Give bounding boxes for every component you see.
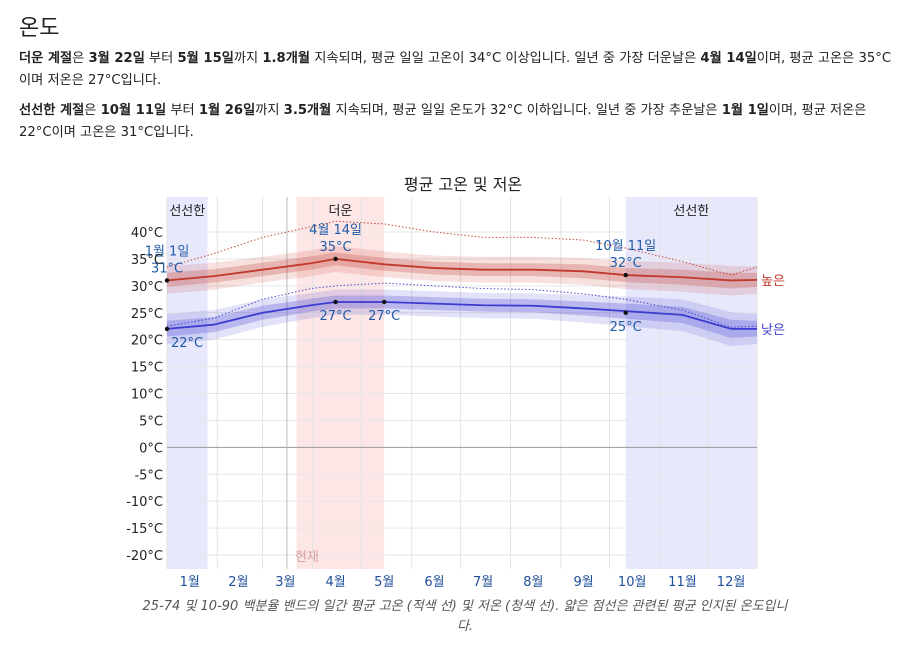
y-tick-label: -20°C [126, 549, 163, 564]
text-fragment: 이며, 평균 고온은 35°C이며 저온은 27°C입니다. [19, 51, 892, 88]
month-label: 1월 [180, 575, 200, 590]
annotation-date: 1월 1일 [145, 244, 190, 259]
hottest-day: 4월 14일 [700, 51, 757, 66]
text-fragment: 부터 [144, 51, 178, 66]
month-label: 12월 [717, 575, 746, 590]
page-title: 온도 [19, 16, 60, 41]
text-fragment: 까지 [233, 51, 263, 66]
hot-season-name: 더운 계절 [19, 51, 73, 66]
annotation-dot [623, 310, 628, 315]
y-tick-label: 0°C [139, 441, 163, 456]
y-tick-label: -15°C [126, 522, 163, 537]
hot-season-duration: 1.8개월 [262, 51, 310, 66]
month-label: 10월 [618, 575, 647, 590]
series-end-label: 높은 [761, 274, 785, 289]
annotation-date: 10월 11일 [595, 239, 656, 254]
month-label: 5월 [374, 575, 394, 590]
band-25-74-low [167, 295, 757, 339]
season-label: 더운 [328, 204, 352, 219]
annotation-date: 4월 14일 [309, 223, 362, 238]
annotation-value: 35°C [320, 240, 352, 255]
text-fragment: 지속되며, 평균 일일 고온이 34°C 이상입니다. 일년 중 가장 더운날은 [310, 51, 701, 66]
month-label: 7월 [473, 575, 493, 590]
y-tick-label: 20°C [131, 334, 163, 349]
month-label: 3월 [275, 575, 295, 590]
annotation-value: 25°C [610, 320, 642, 335]
season-bands: 선선한 더운 선선한 [167, 197, 757, 569]
cool-season-start: 10월 11일 [100, 103, 167, 118]
annotation-value: 32°C [610, 256, 642, 271]
y-tick-label: 15°C [131, 361, 163, 376]
month-label: 2월 [228, 575, 248, 590]
annotation-value: 27°C [320, 309, 352, 324]
band-25-74-high [167, 252, 757, 289]
band-10-90-low [167, 289, 757, 347]
axes: 40°C 35°C 30°C 25°C 20°C 15°C 10°C 5°C 0°C -5°C -1… [126, 226, 745, 590]
cool-season-duration: 3.5개월 [283, 103, 332, 118]
percentile-bands [167, 245, 757, 347]
text-fragment: 까지 [255, 103, 284, 118]
month-label: 9월 [573, 575, 593, 590]
annotation-dot [381, 299, 387, 305]
chart-title: 평균 고온 및 저온 [404, 175, 522, 194]
annotation-dot [623, 272, 628, 278]
series-lines [166, 220, 758, 330]
cool-season-end: 1월 26일 [198, 103, 256, 118]
series-line-high [166, 258, 758, 282]
annotation-value: 27°C [368, 309, 400, 324]
hot-season-paragraph: 더운 계절은 3월 22일 부터 5월 15일까지 1.8개월 지속되며, 평균… [19, 48, 899, 92]
chart-caption: 25-74 및 10-90 백분율 밴드의 일간 평균 고온 (적색 선) 및 … [142, 599, 788, 634]
series-line-low [166, 301, 757, 330]
y-tick-label: 30°C [131, 280, 163, 295]
series-end-label: 낮은 [761, 323, 785, 338]
annotation-dot [333, 299, 338, 305]
y-tick-label: 35°C [131, 253, 163, 268]
annotation-dot [164, 278, 170, 283]
text-fragment: 이며, 평균 저온은 22°C이며 고온은 31°C입니다. [19, 103, 867, 140]
y-tick-label: 25°C [131, 307, 163, 322]
y-tick-label: 40°C [131, 226, 163, 241]
coldest-day: 1월 1일 [721, 103, 769, 118]
cool-season-name: 선선한 계절 [19, 103, 85, 118]
y-tick-label: -5°C [134, 468, 163, 483]
season-label: 선선한 [673, 204, 709, 219]
season-label: 선선한 [169, 204, 205, 219]
text-fragment: 은 [72, 51, 89, 66]
annotation-value: 31°C [151, 261, 183, 276]
cool-season-paragraph: 선선한 계절은 10월 11일 부터 1월 26일까지 3.5개월 지속되며, … [19, 100, 899, 144]
y-tick-label: 5°C [139, 414, 163, 429]
month-label: 8월 [523, 575, 543, 590]
y-tick-label: -10°C [126, 495, 163, 510]
month-label: 11월 [668, 575, 697, 590]
annotation-value: 22°C [171, 336, 203, 351]
month-label: 4월 [325, 575, 345, 590]
text-fragment: 지속되며, 평균 일일 온도가 32°C 이하입니다. 일년 중 가장 추운날은 [331, 103, 722, 118]
annotation-dot [164, 326, 170, 332]
current-day-label: 현재 [295, 550, 319, 565]
month-label: 6월 [424, 575, 444, 590]
feels-like-line-high [166, 220, 758, 276]
annotation-dot [333, 256, 338, 262]
hot-season-end: 5월 15일 [177, 51, 234, 66]
y-tick-label: 10°C [131, 388, 163, 403]
text-fragment: 은 [84, 103, 101, 118]
band-10-90-high [167, 245, 757, 296]
hot-season-start: 3월 22일 [88, 51, 145, 66]
text-fragment: 부터 [166, 103, 199, 118]
